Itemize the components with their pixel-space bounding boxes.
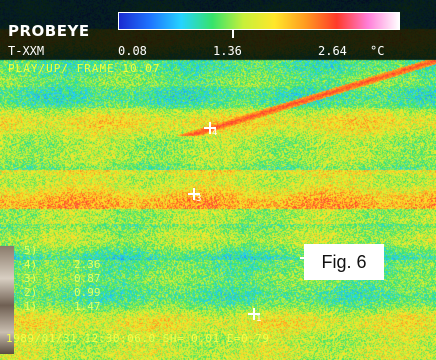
color-scale-bar bbox=[118, 12, 400, 30]
spot-row: 5) bbox=[24, 244, 134, 258]
scale-mid-tick bbox=[232, 30, 234, 38]
spot-row: 2) 0.99 bbox=[24, 286, 134, 300]
spot-marker: 1 bbox=[248, 308, 261, 324]
spot-id: 4) bbox=[24, 258, 38, 271]
spot-marker-label: 4 bbox=[212, 128, 218, 138]
spot-marker: 3 bbox=[188, 188, 201, 204]
figure-label: Fig. 6 bbox=[304, 244, 384, 280]
scale-mid-value: 1.36 bbox=[213, 44, 242, 58]
spot-marker-label: 3 bbox=[196, 194, 202, 204]
playback-status: PLAY/UP/ FRAME 10.07 bbox=[8, 62, 161, 75]
spot-id: 1) bbox=[24, 300, 38, 313]
spot-row: 3) 0.87 bbox=[24, 272, 134, 286]
spot-value: 0.87 bbox=[74, 272, 101, 285]
scale-min-value: 0.08 bbox=[118, 44, 147, 58]
spot-row: 4) 2.36 bbox=[24, 258, 134, 272]
spot-value: 1.47 bbox=[74, 300, 101, 313]
spot-id: 2) bbox=[24, 286, 38, 299]
timestamp-footer: 1989/01/31 12:30:06.0 SH= 0.01 E=0.79 bbox=[6, 332, 270, 345]
spot-id: 5) bbox=[24, 244, 38, 257]
spot-id: 3) bbox=[24, 272, 38, 285]
inset-photo-strip bbox=[0, 246, 14, 354]
cursor-label: T-XXM bbox=[8, 44, 45, 58]
scale-max-value: 2.64 bbox=[318, 44, 347, 58]
color-scale-gradient bbox=[119, 13, 399, 29]
spot-marker-label: 1 bbox=[256, 314, 262, 324]
spot-readout-list: 5) 4) 2.36 3) 0.87 2) 0.99 1) 1.47 bbox=[24, 244, 134, 314]
brand-label: PROBEYE bbox=[8, 22, 90, 40]
spot-value: 2.36 bbox=[74, 258, 101, 271]
spot-row: 1) 1.47 bbox=[24, 300, 134, 314]
spot-value: 0.99 bbox=[74, 286, 101, 299]
scale-unit: °C bbox=[370, 44, 385, 58]
spot-marker: 4 bbox=[204, 122, 217, 138]
